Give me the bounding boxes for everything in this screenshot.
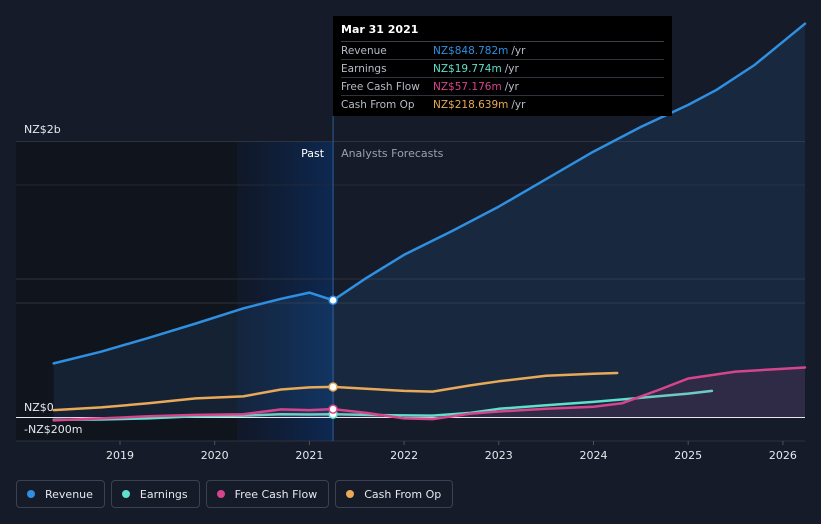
- legend-label: Earnings: [139, 487, 188, 501]
- tooltip-row-cash-from-op: Cash From Op NZ$218.639m /yr: [341, 96, 664, 113]
- legend-label: Cash From Op: [364, 487, 442, 501]
- series-line-free-cash-flow: [52, 366, 807, 422]
- tooltip-unit: /yr: [504, 62, 519, 75]
- chart-legend: Revenue Earnings Free Cash Flow Cash Fro…: [16, 480, 454, 508]
- tooltip-label: Cash From Op: [341, 98, 415, 111]
- y-tick-label: NZ$2b: [24, 123, 61, 136]
- legend-dot-icon: [346, 490, 355, 498]
- tooltip-value: NZ$218.639m: [433, 98, 509, 111]
- past-label: Past: [301, 147, 325, 160]
- x-tick-label: 2020: [201, 449, 229, 462]
- tooltip-row-earnings: Earnings NZ$19.774m /yr: [341, 60, 664, 78]
- series-line-cash-from-op: [52, 371, 619, 412]
- tooltip-date: Mar 31 2021: [341, 23, 664, 42]
- x-tick-label: 2024: [580, 449, 608, 462]
- chart: 2019 2020 2021 2022 2023 2024 2025 2026 NZ$2b NZ$…: [16, 22, 807, 462]
- series-area-free-cash-flow: [53, 367, 805, 421]
- legend-label: Revenue: [45, 487, 93, 501]
- x-tick-label: 2021: [295, 449, 323, 462]
- tooltip-unit: /yr: [511, 98, 526, 111]
- legend-dot-icon: [121, 490, 130, 498]
- chart-tooltip: Mar 31 2021 Revenue NZ$848.782m /yr Earn…: [333, 16, 672, 116]
- tooltip-label: Earnings: [341, 62, 387, 75]
- x-tick-label: 2019: [106, 449, 134, 462]
- legend-dot-icon: [216, 490, 225, 498]
- legend-item-free-cash-flow[interactable]: Free Cash Flow: [205, 480, 330, 508]
- highlight-marker: [328, 295, 338, 306]
- y-tick-label: -NZ$200m: [24, 423, 82, 436]
- tooltip-value: NZ$848.782m: [433, 44, 509, 57]
- tooltip-row-free-cash-flow: Free Cash Flow NZ$57.176m /yr: [341, 78, 664, 96]
- series-line-revenue: [52, 22, 807, 365]
- forecast-label: Analysts Forecasts: [341, 147, 444, 160]
- tooltip-unit: /yr: [504, 80, 519, 93]
- legend-label: Free Cash Flow: [234, 487, 318, 501]
- highlight-region: [237, 141, 334, 441]
- x-tick-label: 2022: [390, 449, 418, 462]
- tooltip-label: Free Cash Flow: [341, 80, 420, 93]
- legend-dot-icon: [27, 490, 35, 498]
- x-tick-label: 2025: [674, 449, 702, 462]
- legend-item-earnings[interactable]: Earnings: [110, 480, 200, 508]
- legend-item-revenue[interactable]: Revenue: [16, 480, 105, 508]
- highlight-marker: [328, 382, 338, 392]
- y-tick-label: NZ$0: [24, 401, 54, 414]
- tooltip-label: Revenue: [341, 44, 387, 57]
- tooltip-value: NZ$19.774m: [433, 62, 502, 75]
- highlight-marker: [328, 404, 338, 414]
- x-tick-label: 2023: [485, 449, 513, 462]
- legend-item-cash-from-op[interactable]: Cash From Op: [335, 480, 454, 508]
- series-area-revenue: [53, 23, 805, 417]
- tooltip-unit: /yr: [511, 44, 526, 57]
- x-tick-label: 2026: [769, 449, 797, 462]
- tooltip-row-revenue: Revenue NZ$848.782m /yr: [341, 42, 664, 60]
- tooltip-value: NZ$57.176m: [433, 80, 502, 93]
